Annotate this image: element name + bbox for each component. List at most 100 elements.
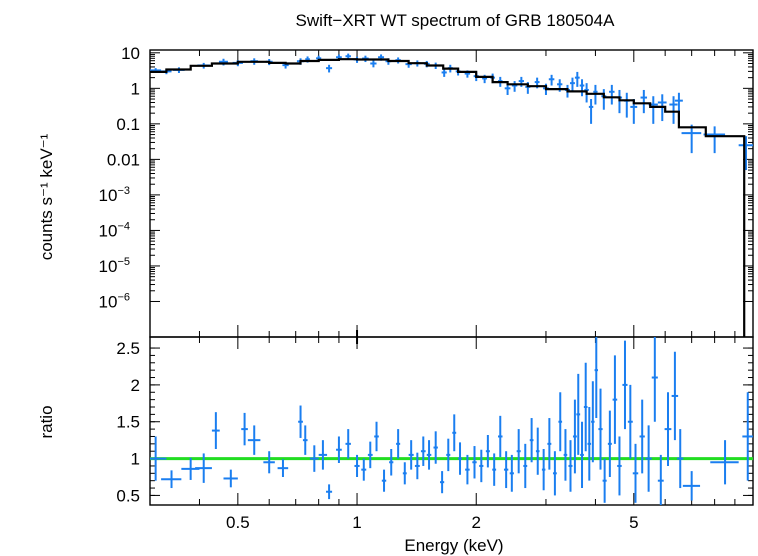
- ratio-data-point: [336, 436, 342, 463]
- ratio-ytick-label: 2.5: [116, 339, 140, 358]
- spectrum-data-point: [548, 74, 555, 86]
- ratio-data-point: [150, 436, 167, 481]
- ratio-data-point: [572, 399, 577, 474]
- spectrum-data-point: [579, 79, 585, 97]
- ratio-data-point: [354, 454, 360, 477]
- ratio-data-point: [211, 412, 220, 449]
- ratio-data-point: [657, 454, 664, 505]
- spectrum-ytick-exponent: −4: [117, 220, 130, 232]
- ratio-data-point: [580, 421, 584, 489]
- ratio-data-point: [381, 469, 387, 492]
- ratio-data-point: [516, 429, 521, 474]
- spectrum-ytick-label: 10: [121, 44, 140, 63]
- spectrum-data-point: [640, 89, 648, 114]
- spectrum-ytick-exponent: −5: [117, 256, 130, 268]
- ratio-data-point: [439, 471, 445, 494]
- ratio-ytick-label: 1.5: [116, 413, 140, 432]
- ratio-data-point: [598, 388, 603, 470]
- ratio-data-point: [576, 373, 581, 455]
- spectrum-ytick-exponent: −6: [117, 291, 130, 303]
- ratio-data-point: [591, 381, 595, 463]
- ratio-data-point: [402, 462, 407, 485]
- ratio-data-point: [465, 454, 470, 485]
- ratio-data-point: [607, 410, 612, 477]
- spectrum-ytick-label: 10−6: [99, 291, 130, 311]
- ratio-data-point: [389, 449, 394, 476]
- ratio-data-point: [298, 405, 303, 438]
- spectrum-frame: [149, 49, 754, 338]
- ratio-data-point: [367, 441, 373, 469]
- ratio-data-point: [639, 399, 645, 474]
- ratio-data-point: [361, 458, 367, 481]
- ratio-data-point: [408, 440, 414, 470]
- ratio-data-point: [309, 445, 319, 472]
- ratio-frame: [149, 336, 754, 506]
- ratio-data-point: [396, 429, 401, 459]
- ratio-data-point: [223, 469, 238, 488]
- ratio-panel: 0.5 1 1.5 2 2.5 0.5 1 2 5: [116, 336, 754, 532]
- spectrum-data-point: [669, 96, 678, 124]
- x-tick-label: 1: [352, 513, 361, 532]
- ratio-data-point: [414, 452, 420, 480]
- spectrum-data-point: [738, 136, 753, 171]
- ratio-data-point: [682, 471, 701, 501]
- ratio-data-point: [645, 425, 652, 492]
- ratio-data-point: [677, 429, 684, 489]
- spectrum-data-point: [504, 83, 511, 95]
- ratio-data-point: [627, 384, 633, 459]
- ratio-data-point: [742, 392, 753, 481]
- ratio-data-point: [241, 412, 248, 446]
- ratio-data-point: [664, 392, 672, 466]
- spectrum-data-point: [569, 77, 575, 92]
- spectrum-data-point: [326, 64, 333, 73]
- ratio-data-point: [594, 337, 598, 419]
- ratio-ytick-label: 1: [131, 450, 140, 469]
- ratio-data-point: [247, 425, 261, 455]
- spectrum-data-point: [681, 124, 702, 154]
- ratio-data-point: [552, 451, 557, 496]
- spectrum-data-point: [623, 92, 630, 118]
- x-tick-label: 5: [629, 513, 638, 532]
- spectrum-data-point: [648, 96, 658, 124]
- x-tick-label: 2: [472, 513, 481, 532]
- ratio-data-point: [535, 427, 540, 475]
- ratio-data-point: [612, 355, 618, 444]
- ratio-data-point: [318, 440, 328, 470]
- ratio-data-point: [374, 421, 379, 452]
- ratio-data-point: [426, 440, 432, 470]
- spectrum-ytick-label: 0.01: [107, 150, 140, 169]
- ratio-data-point: [452, 414, 457, 452]
- spectrum-ytick-exponent: −3: [117, 185, 130, 197]
- ratio-data-point: [195, 453, 212, 483]
- ratio-data-point: [277, 459, 289, 477]
- ratio-data-point: [587, 407, 592, 481]
- ratio-data-point: [161, 470, 182, 489]
- spectrum-ytick-label: 1: [131, 79, 140, 98]
- ratio-data-point: [345, 429, 351, 459]
- ratio-data-point: [433, 431, 438, 464]
- ratio-data-point: [420, 436, 426, 466]
- ratio-data-point: [503, 451, 509, 489]
- ratio-ytick-label: 0.5: [116, 486, 140, 505]
- ratio-data-point: [558, 392, 563, 452]
- ratio-data-point: [547, 418, 552, 470]
- spectrum-data-point: [601, 89, 607, 110]
- ratio-y-axis-label: ratio: [37, 405, 56, 438]
- spectrum-data-point: [609, 84, 615, 105]
- spectrum-ytick-label: 10−3: [99, 185, 130, 205]
- spectrum-data-point: [370, 60, 377, 68]
- ratio-data-point: [485, 435, 490, 468]
- ratio-data-point: [263, 451, 275, 474]
- chart-title: Swift−XRT WT spectrum of GRB 180504A: [296, 11, 616, 30]
- ratio-data-point: [563, 429, 568, 481]
- ratio-data-point: [498, 415, 503, 458]
- ratio-data-point: [446, 438, 451, 472]
- ratio-data-point: [602, 458, 607, 503]
- model-step-line: [150, 58, 746, 337]
- ratio-data-point: [492, 453, 497, 486]
- ratio-data-point: [541, 449, 546, 491]
- ratio-data-point: [632, 443, 639, 503]
- ratio-data-point: [472, 446, 477, 479]
- ratio-data-point: [583, 362, 588, 452]
- ratio-data-point: [671, 351, 679, 441]
